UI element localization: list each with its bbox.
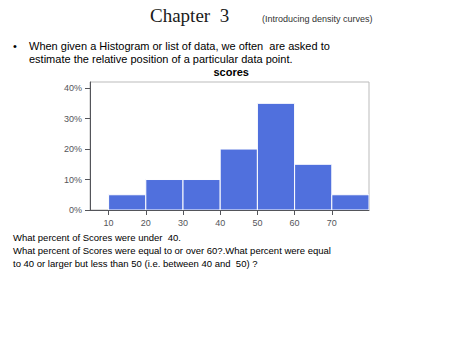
svg-text:40: 40 bbox=[215, 218, 225, 228]
svg-text:•: • bbox=[13, 40, 17, 52]
svg-text:What percent of Scores were eq: What percent of Scores were equal to or … bbox=[13, 245, 331, 256]
svg-text:30%: 30% bbox=[64, 114, 82, 124]
svg-text:40%: 40% bbox=[64, 83, 82, 93]
svg-text:60: 60 bbox=[290, 218, 300, 228]
svg-text:70: 70 bbox=[327, 218, 337, 228]
svg-text:to 40 or larger but less than: to 40 or larger but less than 50 (i.e. b… bbox=[13, 258, 258, 269]
svg-text:scores: scores bbox=[214, 66, 249, 78]
svg-text:20%: 20% bbox=[64, 144, 82, 154]
svg-text:50: 50 bbox=[252, 218, 262, 228]
svg-text:10%: 10% bbox=[64, 175, 82, 185]
svg-text:Chapter 3: Chapter 3 bbox=[150, 5, 229, 26]
svg-text:When given a Histogram or list: When given a Histogram or list of data, … bbox=[29, 40, 330, 52]
svg-text:estimate the relative position: estimate the relative position of a part… bbox=[29, 53, 293, 65]
svg-text:30: 30 bbox=[178, 218, 188, 228]
svg-text:10: 10 bbox=[104, 218, 114, 228]
svg-text:What percent of Scores were un: What percent of Scores were under 40. bbox=[13, 232, 181, 243]
svg-text:(Introducing density curves): (Introducing density curves) bbox=[262, 14, 373, 24]
svg-text:20: 20 bbox=[141, 218, 151, 228]
svg-text:0%: 0% bbox=[69, 205, 82, 215]
